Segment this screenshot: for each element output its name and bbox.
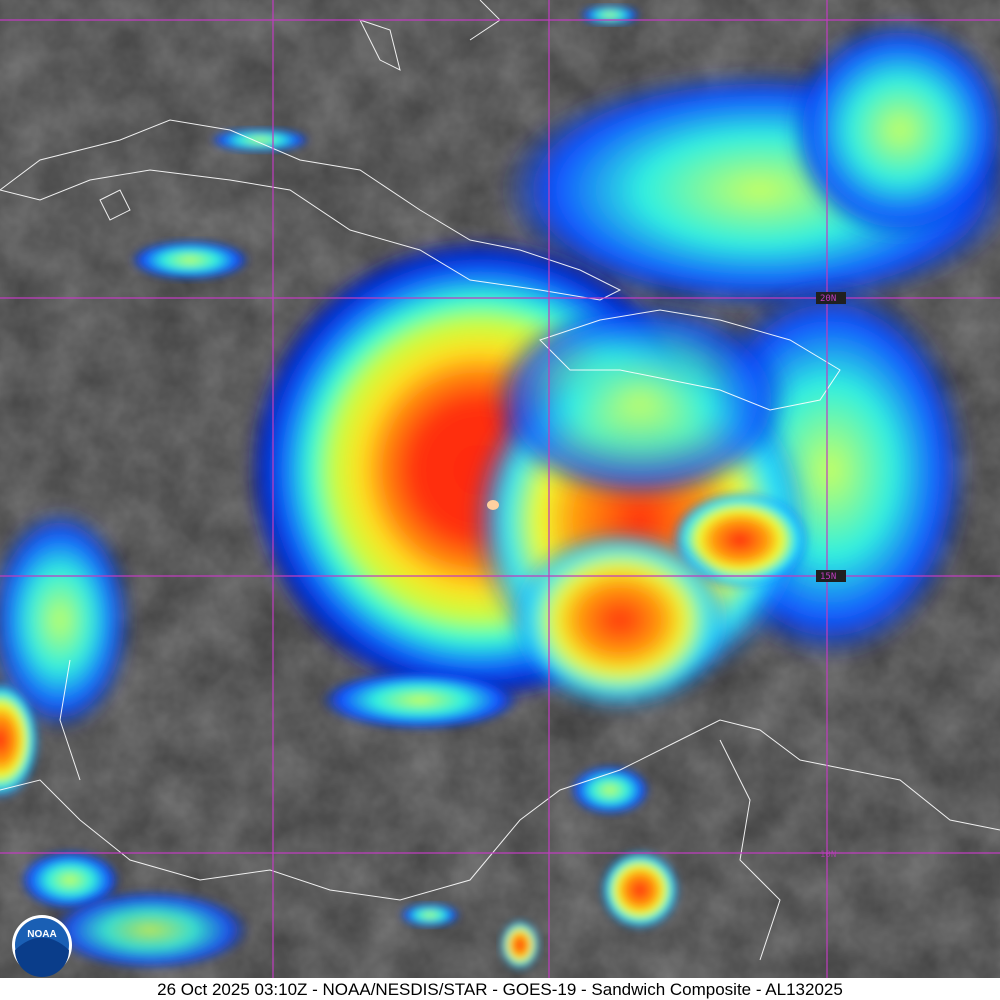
noaa-logo: NOAA [12,915,72,977]
label-bg [816,570,846,582]
logo-text: NOAA [27,929,56,940]
hurricane-eye [487,500,499,510]
cloud-field [0,5,1000,970]
caption: 26 Oct 2025 03:10Z - NOAA/NESDIS/STAR - … [157,980,843,999]
label-bg [816,292,846,304]
grid-label: 20N [820,294,836,304]
grid-label: 10N [820,850,836,860]
caption-bar [0,978,1000,1000]
grid-label: 15N [820,572,836,582]
coastlines [0,0,1000,961]
